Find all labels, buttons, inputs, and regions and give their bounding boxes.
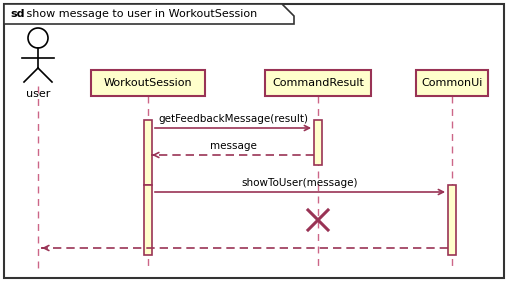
Text: user: user [26, 89, 50, 99]
Circle shape [28, 28, 48, 48]
Text: CommonUi: CommonUi [421, 78, 483, 88]
Bar [314, 120, 322, 165]
Polygon shape [4, 4, 294, 24]
Bar [265, 70, 371, 96]
Text: getFeedbackMessage(result): getFeedbackMessage(result) [158, 114, 308, 124]
Bar [144, 185, 152, 255]
Text: CommandResult: CommandResult [272, 78, 364, 88]
Bar [416, 70, 488, 96]
Text: sd: sd [10, 9, 24, 19]
Text: message: message [210, 141, 257, 151]
Text: show message to user in WorkoutSession: show message to user in WorkoutSession [23, 9, 257, 19]
Bar [144, 120, 152, 185]
Bar [448, 185, 456, 255]
Text: WorkoutSession: WorkoutSession [104, 78, 193, 88]
Text: showToUser(message): showToUser(message) [242, 178, 358, 188]
Bar [91, 70, 205, 96]
